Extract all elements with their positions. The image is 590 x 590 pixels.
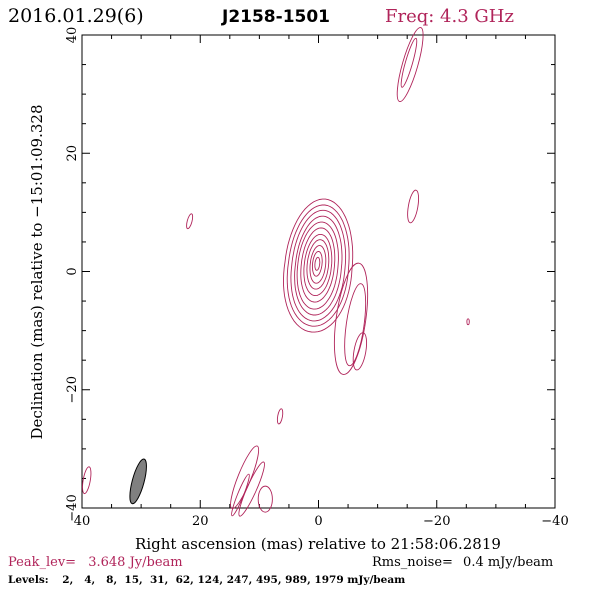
- contour-group: [82, 27, 470, 517]
- peak-level-label: Peak_lev= 3.648 Jy/beam: [8, 555, 183, 570]
- levels-values: 2, 4, 8, 15, 31, 62, 124, 247, 495, 989,…: [62, 574, 405, 586]
- extension-contour-2: [344, 283, 367, 367]
- y-tick-label: −40: [65, 494, 80, 521]
- core-contour-7: [303, 233, 333, 297]
- core-contour-6: [300, 227, 336, 303]
- south-arc-c-contour: [231, 473, 250, 517]
- blob-corner-contour: [82, 466, 92, 495]
- y-tick-label: −20: [65, 376, 80, 403]
- beam-ellipse: [129, 458, 147, 505]
- x-tick-label: 0: [314, 514, 322, 529]
- south-arc-a-contour: [230, 445, 260, 510]
- core-contour-5: [296, 221, 339, 310]
- core-contour-2: [286, 204, 350, 327]
- core-contour-4: [294, 215, 343, 316]
- blob-left-contour: [186, 213, 194, 230]
- blob-small-contour: [276, 408, 284, 425]
- peak-level-key: Peak_lev=: [8, 555, 76, 570]
- core-contour-11: [314, 256, 321, 271]
- rms-noise-value: 0.4 mJy/beam: [463, 555, 553, 570]
- source-name: J2158-1501: [221, 7, 330, 27]
- y-tick-label: 20: [65, 145, 80, 162]
- blob-dot-contour: [466, 318, 470, 326]
- x-tick-label: −40: [541, 514, 568, 529]
- south-blob-d-contour: [257, 485, 273, 513]
- levels-line: Levels: 2, 4, 8, 15, 31, 62, 124, 247, 4…: [8, 574, 405, 586]
- frequency-label: Freq: 4.3 GHz: [385, 6, 514, 27]
- x-tick-label: 20: [192, 514, 209, 529]
- core-contour-9: [309, 245, 327, 284]
- north-jet-outer-contour: [396, 27, 424, 103]
- rms-noise-label: Rms_noise= 0.4 mJy/beam: [372, 555, 553, 570]
- extension-contour-1: [333, 262, 369, 375]
- x-tick-label: −20: [423, 514, 450, 529]
- levels-key: Levels:: [8, 574, 49, 586]
- extension-contour-3: [352, 332, 368, 371]
- y-axis-label: Declination (mas) relative to −15:01:09.…: [28, 104, 46, 439]
- north-jet-inner-contour: [400, 37, 418, 88]
- core-contour-3: [290, 209, 347, 322]
- peak-level-value: 3.648 Jy/beam: [88, 555, 182, 570]
- beam-group: [129, 458, 147, 505]
- rms-noise-key: Rms_noise=: [372, 555, 453, 570]
- y-tick-label: 40: [65, 27, 80, 44]
- x-axis-label: Right ascension (mas) relative to 21:58:…: [135, 535, 501, 553]
- core-contour-10: [311, 251, 323, 277]
- core-contour-8: [306, 239, 330, 290]
- core-contour-1: [283, 198, 354, 333]
- blob-right-contour: [407, 189, 420, 224]
- observation-date: 2016.01.29(6): [8, 5, 144, 27]
- y-tick-label: 0: [65, 267, 80, 275]
- plot-frame: [81, 34, 556, 509]
- x-tick-label: 40: [74, 514, 91, 529]
- south-arc-b-contour: [238, 461, 265, 517]
